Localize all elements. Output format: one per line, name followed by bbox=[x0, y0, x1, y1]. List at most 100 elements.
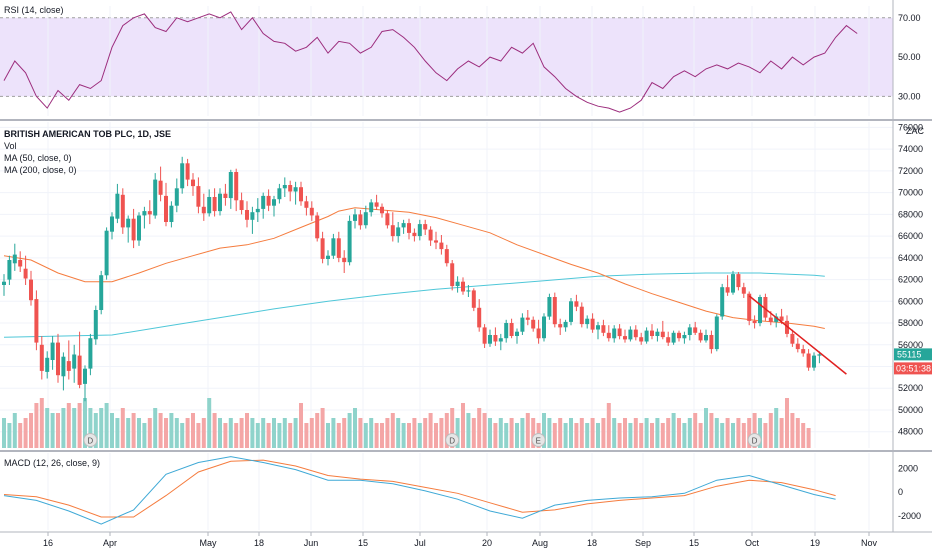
volume-bar bbox=[639, 423, 644, 448]
candle-body bbox=[601, 325, 606, 333]
candle-body bbox=[239, 200, 244, 210]
volume-bar bbox=[774, 408, 779, 448]
volume-bar bbox=[698, 423, 703, 448]
volume-bar bbox=[110, 413, 114, 448]
last-price-tag bbox=[894, 348, 932, 361]
candle-body bbox=[714, 316, 719, 350]
volume-bar bbox=[493, 423, 498, 448]
volume-bar bbox=[671, 413, 676, 448]
time-axis[interactable]: 16 Apr May 18 Jun 15 Jul 20 Aug 18 Sep 15 Oct 19 Nov bbox=[43, 532, 878, 548]
dividend-marker[interactable]: D bbox=[445, 433, 460, 447]
dividend-marker-label[interactable]: E bbox=[536, 437, 541, 446]
dividend-marker-circle[interactable] bbox=[445, 433, 460, 447]
candle-body bbox=[77, 355, 82, 385]
candle-body bbox=[660, 331, 665, 338]
candle-body bbox=[261, 195, 266, 209]
candle-body bbox=[245, 210, 249, 220]
macd-y-axis: 2000 0 -2000 bbox=[898, 463, 921, 520]
volume-bar bbox=[390, 413, 395, 448]
candle-body bbox=[218, 193, 222, 212]
rsi-line bbox=[3, 11, 858, 113]
volume-bar bbox=[347, 413, 352, 448]
dividend-marker-label[interactable]: D bbox=[87, 437, 93, 446]
dividend-marker[interactable]: E bbox=[531, 433, 546, 447]
chart-title: BRITISH AMERICAN TOB PLC, 1D, JSE bbox=[4, 129, 171, 139]
volume-bar bbox=[239, 418, 244, 448]
candle-body bbox=[401, 223, 406, 228]
candle-body bbox=[687, 327, 692, 335]
dividend-marker[interactable]: D bbox=[747, 433, 762, 447]
candle-body bbox=[455, 281, 460, 286]
volume-bar bbox=[407, 423, 411, 448]
candle-body bbox=[196, 186, 201, 207]
candle-body bbox=[56, 342, 60, 376]
volume-bar bbox=[326, 423, 330, 448]
volume-bar bbox=[569, 418, 573, 448]
dividend-marker-circle[interactable] bbox=[747, 433, 762, 447]
candle-body bbox=[293, 187, 298, 192]
candle-body bbox=[12, 254, 17, 264]
volume-bar bbox=[93, 413, 98, 448]
volume-bar bbox=[687, 418, 692, 448]
candle-body bbox=[606, 332, 611, 339]
candle-body bbox=[795, 343, 800, 350]
volume-bar bbox=[482, 413, 487, 448]
candle-body bbox=[158, 180, 163, 195]
candle-body bbox=[731, 274, 735, 293]
volume-bar bbox=[428, 413, 433, 448]
candle-body bbox=[504, 323, 509, 339]
candle-body bbox=[806, 353, 811, 368]
volume-bar bbox=[660, 423, 665, 448]
volume-bar bbox=[450, 408, 455, 448]
volume-bar bbox=[396, 418, 401, 448]
candle-body bbox=[579, 306, 584, 325]
volume-bar bbox=[731, 423, 735, 448]
dividend-marker-circle[interactable] bbox=[83, 433, 98, 447]
rsi-tick-label: 50.00 bbox=[898, 52, 921, 62]
dividend-marker-label[interactable]: D bbox=[752, 437, 758, 446]
volume-bar bbox=[7, 423, 12, 448]
candle-body bbox=[682, 335, 687, 339]
volume-bar bbox=[531, 418, 536, 448]
volume-bar bbox=[261, 418, 266, 448]
macd-tick-label: 2000 bbox=[898, 463, 918, 473]
volume-bar bbox=[39, 398, 44, 448]
candle-body bbox=[137, 215, 141, 241]
candle-body bbox=[574, 301, 579, 307]
volume-bar bbox=[374, 423, 379, 448]
candle-body bbox=[174, 188, 179, 206]
volume-bar bbox=[806, 428, 811, 448]
volume-bar bbox=[61, 408, 66, 448]
time-tick-label: 16 bbox=[43, 538, 53, 548]
candle-body bbox=[671, 332, 676, 343]
trend-line[interactable] bbox=[748, 295, 847, 375]
candle-body bbox=[434, 240, 438, 243]
dividend-marker-label[interactable]: D bbox=[449, 437, 455, 446]
volume-bar bbox=[466, 413, 471, 448]
volume-bar bbox=[207, 398, 212, 448]
volume-bar bbox=[509, 418, 514, 448]
candle-body bbox=[493, 335, 498, 342]
candle-body bbox=[612, 328, 617, 339]
volume-bar bbox=[18, 423, 23, 448]
candle-body bbox=[790, 333, 795, 344]
dividend-marker-circle[interactable] bbox=[531, 433, 546, 447]
volume-bar bbox=[115, 418, 120, 448]
candle-body bbox=[558, 324, 563, 328]
time-tick-label: 20 bbox=[482, 538, 492, 548]
candle-body bbox=[45, 357, 50, 372]
candle-body bbox=[185, 163, 190, 180]
volume-bar bbox=[585, 423, 590, 448]
volume-bar bbox=[142, 423, 147, 448]
volume-bar bbox=[34, 403, 39, 448]
dividend-marker[interactable]: D bbox=[83, 433, 98, 447]
candle-body bbox=[2, 281, 6, 285]
volume-bar bbox=[763, 423, 768, 448]
time-tick-label: 18 bbox=[587, 538, 597, 548]
candle-body bbox=[563, 321, 568, 328]
candle-body bbox=[698, 332, 703, 341]
price-y-axis: 76000 74000 72000 70000 68000 66000 64000 62000… bbox=[898, 122, 923, 436]
candle-body bbox=[666, 337, 671, 343]
volume-bar bbox=[299, 403, 303, 448]
signal-line bbox=[3, 459, 836, 518]
